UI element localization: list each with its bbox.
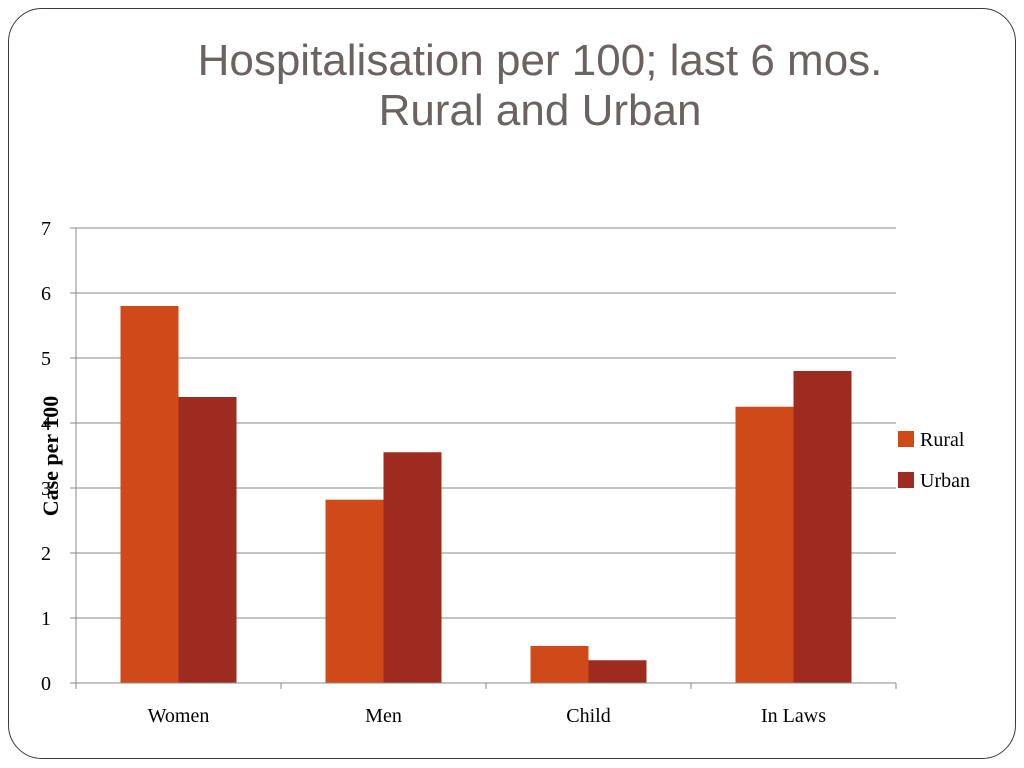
bar-rural-women	[120, 306, 179, 683]
y-tick-label: 1	[41, 608, 51, 630]
y-tick-label: 4	[41, 413, 51, 435]
bar-rural-in-laws	[735, 406, 794, 683]
legend-swatch-rural	[898, 431, 914, 447]
x-tick-label: Child	[566, 705, 610, 727]
legend-label-rural: Rural	[920, 429, 965, 451]
bar-urban-women	[178, 397, 237, 683]
legend-label-urban: Urban	[920, 470, 970, 492]
title-line-2: Rural and Urban	[378, 86, 702, 135]
x-tick-label: Women	[148, 705, 210, 727]
y-tick-label: 0	[41, 673, 51, 695]
title-line-1: Hospitalisation per 100; last 6 mos.	[197, 36, 883, 85]
y-tick-label: 2	[41, 543, 51, 565]
x-tick-label: Men	[365, 705, 402, 727]
bar-rural-child	[530, 645, 589, 683]
bar-urban-men	[383, 452, 442, 683]
axes	[70, 227, 897, 689]
y-tick-label: 3	[41, 478, 51, 500]
y-tick-label: 5	[41, 348, 51, 370]
x-tick-labels: Women Men Child In Laws	[148, 705, 827, 727]
y-axis-label: Case per 100	[38, 396, 63, 517]
y-tick-label: 7	[41, 218, 51, 240]
y-tick-label: 6	[41, 283, 51, 305]
bar-urban-in-laws	[793, 371, 852, 683]
bars	[120, 306, 852, 683]
bar-urban-child	[588, 660, 647, 683]
bar-rural-men	[325, 499, 384, 683]
y-tick-labels: 0 1 2 3 4 5 6 7	[41, 218, 51, 695]
slide-title: Hospitalisation per 100; last 6 mos. Rur…	[60, 36, 1020, 136]
legend: Rural Urban	[898, 429, 970, 492]
x-tick-label: In Laws	[761, 705, 826, 727]
legend-swatch-urban	[898, 472, 914, 488]
